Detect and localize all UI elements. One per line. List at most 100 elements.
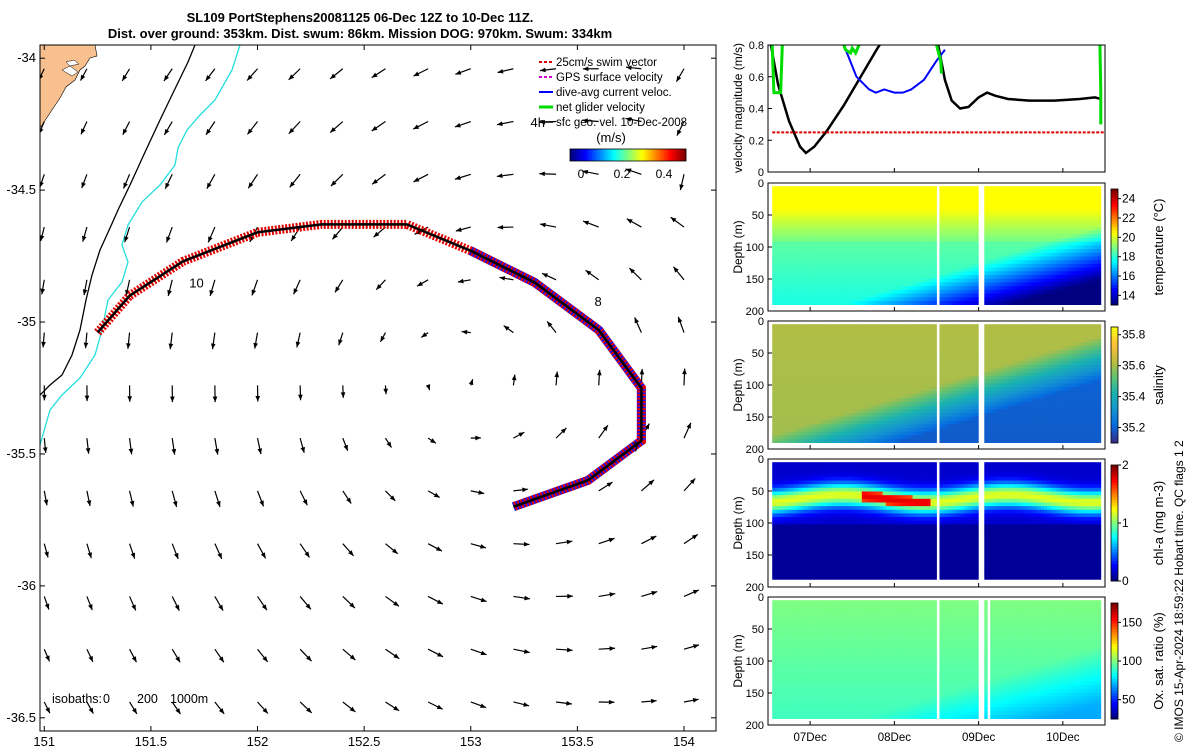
isobath-value-1000: 1000m <box>170 692 208 706</box>
geo-velocity-arrow-140 <box>470 595 487 603</box>
section-0-ytick-2: 100 <box>746 242 764 254</box>
geo-velocity-arrow-205 <box>683 589 700 597</box>
map-xtick-3: 152.5 <box>348 734 381 749</box>
geo-velocity-arrow-176 <box>598 424 609 439</box>
geo-velocity-arrow-71 <box>255 385 261 402</box>
geo-velocity-arrow-105 <box>371 121 386 132</box>
geo-velocity-arrow-1 <box>40 121 45 134</box>
geo-velocity-arrow-147 <box>499 276 514 281</box>
geo-velocity-arrow-138 <box>470 490 485 495</box>
geo-velocity-arrow-191 <box>641 535 657 545</box>
geo-velocity-arrow-177 <box>598 481 613 492</box>
geo-velocity-arrow-195 <box>675 68 685 83</box>
geo-velocity-arrow-141 <box>470 648 487 656</box>
geo-velocity-arrow-28 <box>123 174 131 189</box>
geo-velocity-arrow-171 <box>582 169 599 175</box>
map-colorbar-tick-2: 0.4 <box>656 167 673 181</box>
section-3-ytick-0: 0 <box>758 592 764 604</box>
geo-velocity-arrow-169 <box>582 66 599 72</box>
geo-velocity-arrow-18 <box>83 332 89 349</box>
map-colorbar-tick-0: 0 <box>578 167 585 181</box>
geo-velocity-arrow-6 <box>42 385 47 401</box>
section-0-cbar-tick-4: 22 <box>1122 211 1136 225</box>
geo-velocity-arrow-51 <box>171 701 181 715</box>
isobath-prefix: isobaths: <box>52 692 102 706</box>
geo-velocity-arrow-165 <box>555 539 573 545</box>
geo-velocity-arrow-4 <box>40 279 46 295</box>
map-ytick-0: -34 <box>17 50 36 65</box>
isobath-200m-line <box>40 45 241 446</box>
geo-velocity-arrow-86 <box>299 490 308 506</box>
geo-velocity-arrow-44 <box>168 332 174 350</box>
section-3-cbar-label: Ox. sat. ratio (%) <box>1151 612 1166 710</box>
map-xtick-5: 153.5 <box>561 734 594 749</box>
geo-velocity-arrow-135 <box>461 329 471 335</box>
geo-velocity-arrow-155 <box>513 701 530 707</box>
section-1-ytick-4: 200 <box>746 444 764 456</box>
geo-velocity-arrow-170 <box>582 118 599 124</box>
velocity-line-net-0 <box>770 45 784 95</box>
geo-velocity-arrow-38 <box>129 701 138 715</box>
geo-velocity-arrow-8 <box>43 490 49 506</box>
map-ytick-5: -36.5 <box>6 710 36 725</box>
geo-velocity-arrow-158 <box>539 171 557 177</box>
geo-velocity-arrow-167 <box>556 647 573 653</box>
time-label-2: 8 <box>594 294 601 309</box>
geo-velocity-arrow-90 <box>299 701 313 714</box>
isobath-note: isobaths: 0 200 1000m <box>52 692 208 706</box>
section-3-ytick-2: 100 <box>746 656 764 668</box>
section-3-ylabel: Depth (m) <box>731 634 745 687</box>
geo-velocity-arrow-137 <box>470 435 481 441</box>
geo-velocity-arrow-65 <box>246 68 258 81</box>
geo-velocity-arrow-0 <box>40 68 45 80</box>
geo-velocity-arrow-22 <box>86 543 92 559</box>
geo-velocity-arrow-57 <box>210 332 216 350</box>
geo-velocity-arrow-154 <box>513 648 530 654</box>
glider-track <box>94 219 646 511</box>
geo-velocity-arrow-139 <box>470 543 487 549</box>
geo-velocity-arrow-66 <box>246 121 258 135</box>
geo-velocity-arrow-156 <box>539 67 557 73</box>
geo-velocity-arrow-5 <box>41 332 46 348</box>
map-background <box>40 45 716 731</box>
legend-label-swim: 25cm/s swim vector <box>556 57 657 69</box>
geo-velocity-arrow-109 <box>379 332 386 343</box>
geo-velocity-arrow-98 <box>342 437 349 451</box>
section-panel-chlorophyll: 0 50 100 150 200 Depth (m) 0 1 2 chl-a (mg m-3) <box>731 454 1166 594</box>
velocity-ylabel: velocity magnitude (m/s) <box>731 43 745 173</box>
section-1-cbar-tick-1: 35.4 <box>1122 390 1146 404</box>
time-label-3: 7 <box>633 439 640 454</box>
geo-velocity-arrow-117 <box>413 68 429 77</box>
geo-velocity-arrow-159 <box>539 222 557 228</box>
time-label-1: 10 <box>189 276 203 291</box>
geo-velocity-arrow-201 <box>682 368 687 386</box>
geo-velocity-arrow-97 <box>340 385 346 398</box>
section-1-ytick-2: 100 <box>746 380 764 392</box>
geo-velocity-arrow-63 <box>214 648 225 663</box>
geo-velocity-arrow-11 <box>43 648 51 662</box>
legend-label-geo: sfc geo. vel. 10-Dec-2008 <box>556 117 687 129</box>
geo-velocity-arrow-175 <box>596 369 602 386</box>
geo-velocity-arrow-206 <box>683 644 700 650</box>
map-xtick-2: 152 <box>247 734 269 749</box>
geo-velocity-arrow-80 <box>289 173 301 188</box>
geo-velocity-arrow-88 <box>299 596 312 610</box>
geo-velocity-arrow-103 <box>342 701 356 713</box>
geo-velocity-arrow-153 <box>513 595 531 601</box>
geo-velocity-arrow-112 <box>385 490 396 502</box>
geo-velocity-arrow-41 <box>164 174 173 190</box>
velocity-ytick-4: 0.8 <box>749 40 764 52</box>
section-2-ytick-4: 200 <box>746 582 764 594</box>
geo-velocity-arrow-111 <box>384 437 392 448</box>
geo-velocity-arrow-202 <box>683 422 692 439</box>
section-0-cbar-tick-3: 20 <box>1122 230 1136 244</box>
date-tick-0: 07Dec <box>794 732 827 744</box>
geo-velocity-arrow-20 <box>85 438 91 454</box>
geo-velocity-arrow-9 <box>43 543 49 558</box>
map-xtick-4: 153 <box>460 734 482 749</box>
geo-velocity-arrow-75 <box>257 596 268 611</box>
geo-velocity-arrow-17 <box>82 279 88 296</box>
land-inlet-detail <box>61 59 80 77</box>
